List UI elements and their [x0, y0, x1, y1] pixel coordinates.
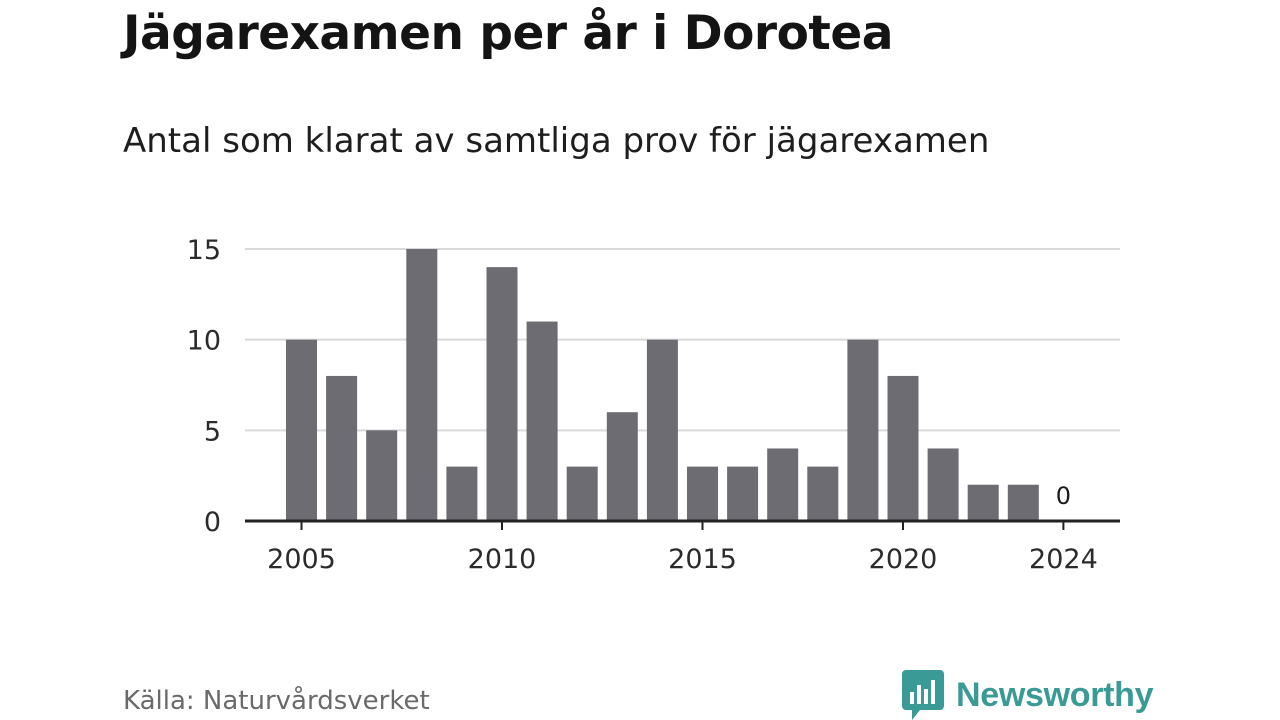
bar: [847, 339, 879, 521]
bar: [646, 339, 678, 521]
bar: [486, 267, 518, 521]
y-tick-label: 5: [204, 416, 221, 447]
bar: [366, 430, 398, 521]
bar: [446, 466, 478, 521]
bar: [526, 321, 558, 521]
brand-name: Newsworthy: [956, 675, 1154, 714]
newsworthy-logo: Newsworthy: [902, 670, 1154, 720]
bar: [286, 339, 317, 521]
bar: [967, 484, 999, 521]
bar-chart: 0 5 10 15 2005 2010 2015 2020 2024 0: [187, 235, 1120, 575]
y-tick-label: 0: [204, 507, 221, 538]
bar: [326, 375, 358, 521]
bar: [606, 412, 638, 521]
x-tick-label: 2015: [668, 544, 737, 575]
bar: [566, 466, 598, 521]
x-tick-label: 2024: [1029, 544, 1098, 575]
y-tick-label: 10: [187, 326, 221, 357]
bar: [1007, 484, 1039, 521]
chart-title: Jägarexamen per år i Dorotea: [123, 6, 893, 61]
data-label: 0: [1056, 482, 1071, 510]
source-note: Källa: Naturvårdsverket: [123, 686, 430, 716]
x-tick-label: 2020: [869, 544, 938, 575]
bar: [767, 448, 799, 521]
bar: [727, 466, 759, 521]
chart-subtitle: Antal som klarat av samtliga prov för jä…: [123, 121, 990, 161]
bar: [406, 249, 438, 521]
bar: [807, 466, 839, 521]
bar: [687, 466, 718, 521]
bar: [927, 448, 959, 521]
bar-chart-speech-bubble-icon: [902, 670, 944, 720]
y-tick-label: 15: [187, 235, 221, 266]
x-tick-label: 2010: [468, 544, 537, 575]
x-tick-label: 2005: [267, 544, 336, 575]
bar: [887, 375, 919, 521]
